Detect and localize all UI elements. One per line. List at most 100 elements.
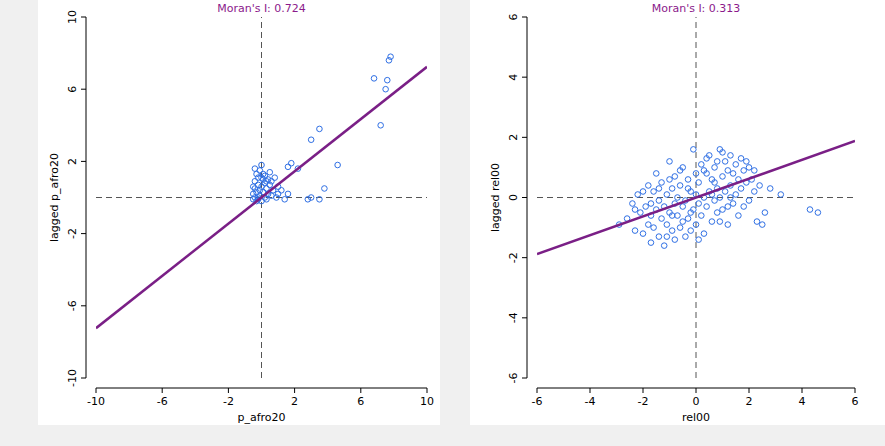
scatter-point bbox=[722, 189, 728, 195]
scatter-point bbox=[685, 186, 691, 192]
scatter-point bbox=[264, 178, 270, 184]
x-axis bbox=[96, 388, 427, 389]
scatter-point bbox=[308, 195, 314, 201]
scatter-point bbox=[264, 197, 270, 203]
scatter-point bbox=[677, 183, 683, 189]
scatter-point bbox=[725, 204, 731, 210]
y-tick-label: 10 bbox=[66, 10, 79, 24]
scatter-point bbox=[730, 171, 736, 177]
scatter-point bbox=[305, 197, 311, 203]
fit-line bbox=[537, 141, 855, 254]
scatter-point bbox=[279, 187, 285, 193]
x-tick-label: 4 bbox=[799, 395, 806, 408]
scatter-point bbox=[669, 186, 675, 192]
scatter-point bbox=[635, 192, 641, 198]
scatter-point bbox=[688, 210, 694, 216]
scatter-point bbox=[709, 219, 715, 225]
y-tick-label: 2 bbox=[66, 158, 79, 165]
scatter-point bbox=[254, 189, 260, 195]
x-tick-label: -10 bbox=[87, 395, 105, 408]
scatter-point bbox=[669, 213, 675, 219]
x-tick bbox=[802, 388, 803, 393]
y-axis bbox=[86, 17, 87, 378]
scatter-point bbox=[728, 195, 734, 201]
x-tick bbox=[590, 388, 591, 393]
x-tick-label: -6 bbox=[532, 395, 543, 408]
y-tick-label: -2 bbox=[66, 228, 79, 239]
scatter-point bbox=[384, 77, 390, 83]
scatter-point bbox=[661, 243, 667, 249]
scatter-point bbox=[651, 189, 657, 195]
scatter-point bbox=[722, 159, 728, 165]
x-tick-label: -2 bbox=[223, 395, 234, 408]
scatter-point bbox=[693, 222, 699, 228]
scatter-point bbox=[677, 168, 683, 174]
scatter-point bbox=[736, 213, 742, 219]
scatter-point bbox=[259, 175, 265, 181]
scatter-point bbox=[630, 201, 636, 207]
scatter-point bbox=[704, 156, 710, 162]
scatter-point bbox=[685, 177, 691, 183]
scatter-point bbox=[383, 86, 389, 92]
scatter-point bbox=[653, 171, 659, 177]
y-tick-label: 6 bbox=[66, 86, 79, 93]
chart-canvas: -10-6-22610-10-6-22610p_afro20lagged p_a… bbox=[0, 0, 885, 446]
scatter-point bbox=[371, 76, 377, 82]
scatter-point bbox=[754, 219, 760, 225]
scatter-point bbox=[712, 165, 718, 171]
y-tick bbox=[522, 137, 527, 138]
y-tick bbox=[81, 233, 86, 234]
scatter-point bbox=[638, 210, 644, 216]
scatter-point bbox=[656, 234, 662, 240]
scatter-point bbox=[807, 207, 813, 213]
scatter-point bbox=[744, 159, 750, 165]
scatter-point bbox=[725, 222, 731, 228]
scatter-point bbox=[267, 169, 273, 175]
plot-area bbox=[96, 17, 427, 378]
scatter-point bbox=[651, 225, 657, 231]
scatter-point bbox=[672, 174, 678, 180]
y-axis-label: lagged p_afro20 bbox=[48, 153, 61, 242]
y-axis-label: lagged rel00 bbox=[489, 163, 502, 232]
x-tick bbox=[294, 388, 295, 393]
y-tick-label: -10 bbox=[66, 369, 79, 387]
scatter-point bbox=[322, 186, 328, 192]
scatter-point bbox=[308, 137, 314, 143]
y-tick bbox=[81, 378, 86, 379]
x-tick bbox=[427, 388, 428, 393]
scatter-point bbox=[699, 213, 705, 219]
y-tick bbox=[522, 378, 527, 379]
scatter-point bbox=[704, 204, 710, 210]
scatter-point bbox=[288, 160, 294, 166]
scatter-point bbox=[646, 222, 652, 228]
scatter-point bbox=[733, 162, 739, 168]
x-tick bbox=[96, 388, 97, 393]
scatter-point bbox=[691, 147, 697, 153]
panel: -6-4-20246-6-4-20246rel00lagged rel00Mor… bbox=[470, 0, 885, 425]
scatter-point bbox=[675, 213, 681, 219]
scatter-point bbox=[640, 189, 646, 195]
scatter-point bbox=[683, 234, 689, 240]
scatter-point bbox=[259, 162, 265, 168]
scatter-point bbox=[282, 197, 288, 203]
x-tick bbox=[696, 388, 697, 393]
scatter-point bbox=[648, 201, 654, 207]
scatter-point bbox=[738, 156, 744, 162]
scatter-point bbox=[659, 180, 665, 186]
x-tick bbox=[855, 388, 856, 393]
scatter-point bbox=[317, 126, 323, 132]
y-tick-label: 2 bbox=[507, 134, 520, 141]
x-tick-label: 10 bbox=[420, 395, 434, 408]
scatter-point bbox=[714, 210, 720, 216]
scatter-point bbox=[725, 168, 731, 174]
scatter-point bbox=[717, 219, 723, 225]
y-tick-label: -4 bbox=[507, 312, 520, 323]
x-tick-label: 6 bbox=[852, 395, 859, 408]
scatter-point bbox=[632, 228, 638, 234]
x-tick bbox=[643, 388, 644, 393]
scatter-point bbox=[738, 186, 744, 192]
scatter-point bbox=[669, 228, 675, 234]
scatter-point bbox=[693, 171, 699, 177]
scatter-point bbox=[699, 162, 705, 168]
y-tick bbox=[81, 89, 86, 90]
